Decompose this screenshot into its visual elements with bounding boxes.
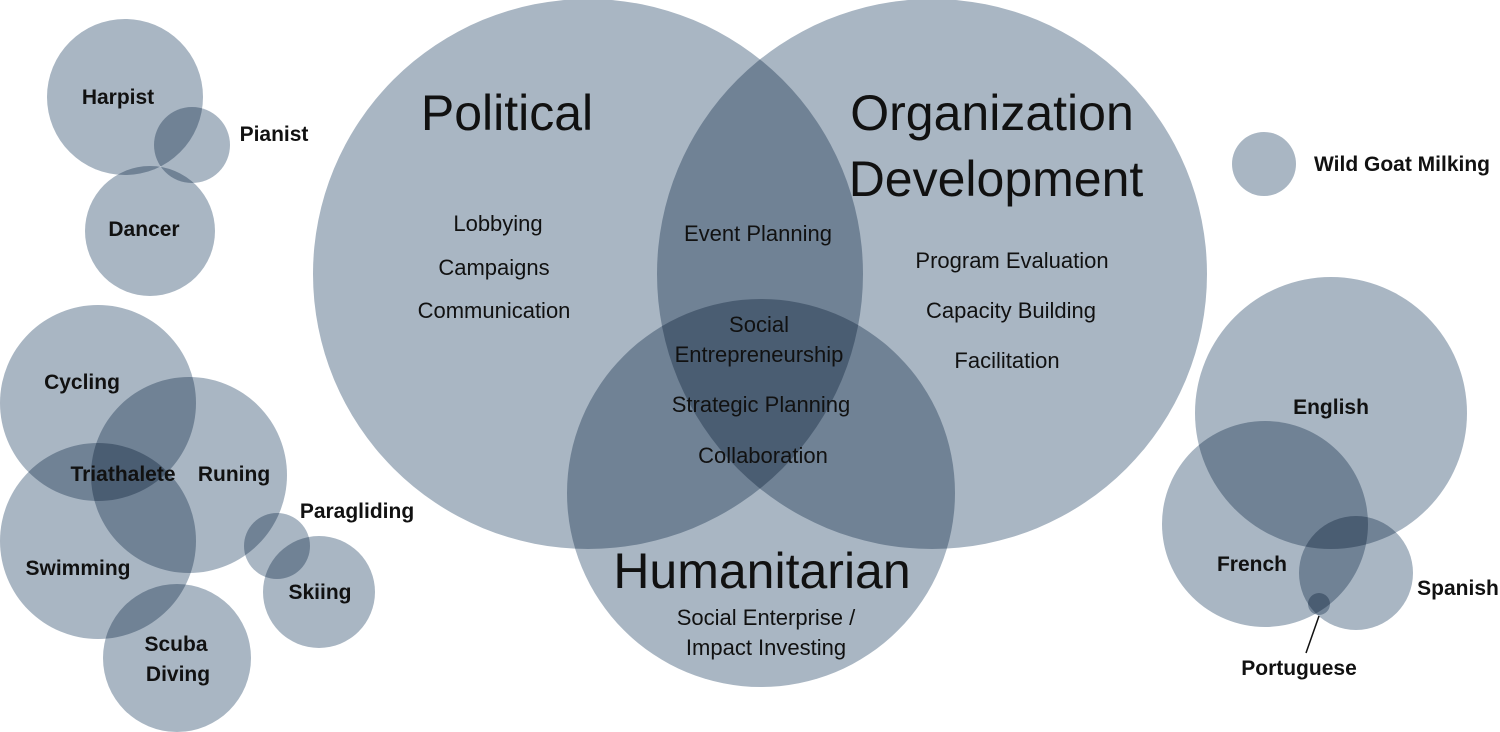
- paragliding-label: Paragliding: [300, 500, 414, 523]
- organization-item: Program Evaluation: [915, 248, 1108, 273]
- runing-label: Runing: [198, 463, 270, 486]
- swimming-circle: [0, 443, 196, 639]
- french-label: French: [1217, 553, 1287, 576]
- spanish-label: Spanish: [1417, 577, 1499, 600]
- portuguese-label: Portuguese: [1241, 657, 1357, 680]
- cycling-label: Cycling: [44, 371, 120, 394]
- center-item: Entrepreneurship: [675, 342, 844, 367]
- pianist-circle: [154, 107, 230, 183]
- skiing-circle: [263, 536, 375, 648]
- organization-item: Facilitation: [954, 348, 1059, 373]
- humanitarian-item: Social Enterprise /: [677, 605, 856, 630]
- center-item: Strategic Planning: [672, 392, 851, 417]
- diving-label: Diving: [146, 663, 210, 686]
- skiing-label: Skiing: [288, 581, 351, 604]
- political-title: Political: [421, 85, 593, 141]
- wild-goat-milking-circle: [1232, 132, 1296, 196]
- scuba-diving-circle: [103, 584, 251, 732]
- circles: [0, 0, 1467, 732]
- political-item: Campaigns: [438, 255, 549, 280]
- humanitarian-item: Impact Investing: [686, 635, 846, 660]
- wild-goat-milking-label: Wild Goat Milking: [1314, 153, 1490, 176]
- portuguese-circle: [1308, 593, 1330, 615]
- swimming-label: Swimming: [25, 557, 130, 580]
- organization-title-line1: Organization: [850, 85, 1134, 141]
- english-label: English: [1293, 396, 1369, 419]
- dancer-circle: [85, 166, 215, 296]
- portuguese-pointer-line: [1305, 615, 1320, 654]
- humanitarian-circle: [567, 299, 955, 687]
- political-item: Communication: [418, 298, 571, 323]
- pianist-label: Pianist: [240, 123, 309, 146]
- scuba-label: Scuba: [144, 633, 207, 656]
- center-item: Social: [729, 312, 789, 337]
- harpist-label: Harpist: [82, 86, 154, 109]
- triathalete-label: Triathalete: [70, 463, 175, 486]
- labels: Political Organization Development Human…: [25, 85, 1498, 686]
- political-org-overlap-item: Event Planning: [684, 221, 832, 246]
- organization-title-line2: Development: [849, 151, 1144, 207]
- humanitarian-title: Humanitarian: [613, 543, 910, 599]
- organization-item: Capacity Building: [926, 298, 1096, 323]
- dancer-label: Dancer: [108, 218, 179, 241]
- center-item: Collaboration: [698, 443, 828, 468]
- political-item: Lobbying: [453, 211, 542, 236]
